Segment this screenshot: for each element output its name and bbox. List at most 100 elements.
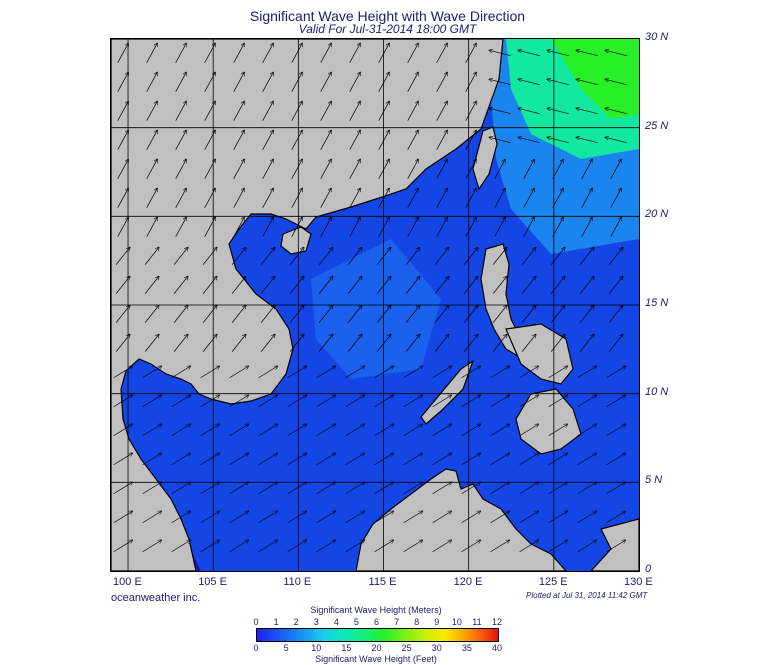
wave-arrow	[345, 511, 365, 524]
wave-arrow	[204, 159, 216, 179]
wave-arrow	[521, 276, 536, 294]
wave-arrow	[231, 247, 246, 265]
lat-lon-grid	[111, 39, 639, 571]
wave-arrow	[519, 395, 539, 408]
wave-arrow	[142, 395, 162, 408]
wave-arrow	[576, 108, 598, 115]
wave-arrow	[463, 334, 478, 352]
wave-arrow	[287, 395, 307, 408]
wave-arrow	[349, 43, 361, 63]
wave-arrow	[289, 305, 304, 323]
wave-arrow	[577, 424, 597, 437]
wave-arrow	[231, 334, 246, 352]
wave-arrow	[376, 247, 391, 265]
wave-arrow	[465, 101, 477, 121]
wave-arrow	[204, 217, 216, 237]
wave-arrow	[229, 511, 249, 524]
wave-arrow	[548, 511, 568, 524]
wave-arrow	[287, 424, 307, 437]
wave-arrow	[113, 540, 133, 553]
colorbar-meters-tick: 3	[313, 617, 319, 627]
wave-arrow	[432, 482, 452, 495]
wave-arrow	[461, 424, 481, 437]
wave-arrow	[579, 305, 594, 323]
wave-arrow	[229, 482, 249, 495]
wave-arrow	[316, 453, 336, 466]
wave-arrow	[287, 482, 307, 495]
wave-arrow	[521, 305, 536, 323]
wave-arrow	[463, 247, 478, 265]
latitude-label: 20 N	[645, 208, 669, 221]
colorbar-feet-tick: 30	[431, 643, 442, 653]
colorbar	[256, 628, 499, 642]
wave-arrow	[117, 130, 129, 150]
wave-arrow	[115, 305, 130, 323]
wave-arrow	[258, 482, 278, 495]
wave-arrow	[117, 217, 129, 237]
wave-arrow	[347, 247, 362, 265]
wave-arrow	[432, 424, 452, 437]
wave-arrow	[260, 334, 275, 352]
wave-arrow	[316, 366, 336, 379]
wave-arrow	[610, 188, 622, 208]
wave-arrow	[173, 334, 188, 352]
latitude-label: 10 N	[645, 385, 669, 398]
wave-arrow	[142, 482, 162, 495]
wave-arrow	[378, 72, 390, 92]
wave-arrow	[117, 43, 129, 63]
wave-arrow	[547, 137, 569, 144]
wave-arrow	[523, 188, 535, 208]
wave-arrow	[576, 79, 598, 86]
wave-arrow	[576, 137, 598, 144]
latitude-label: 15 N	[645, 297, 669, 309]
colorbar-feet-tick: 40	[491, 643, 502, 653]
wave-arrow	[436, 101, 448, 121]
map-title: Significant Wave Height with Wave Direct…	[249, 8, 526, 24]
wave-arrow	[463, 305, 478, 323]
wave-arrow	[489, 79, 511, 86]
wave-arrow	[144, 334, 159, 352]
wave-arrow	[287, 540, 307, 553]
wave-arrow	[552, 188, 564, 208]
wave-arrow	[316, 395, 336, 408]
wave-arrow	[461, 511, 481, 524]
colorbar-meters-tick: 1	[273, 617, 279, 627]
wave-arrow	[492, 334, 507, 352]
wave-arrow	[492, 247, 507, 265]
wave-arrow	[548, 482, 568, 495]
wave-arrow	[287, 511, 307, 524]
wave-arrow	[378, 101, 390, 121]
map-canvas	[111, 39, 639, 571]
wave-arrow	[490, 482, 510, 495]
wave-arrow	[320, 159, 332, 179]
wave-arrow	[262, 217, 274, 237]
wave-arrow	[115, 247, 130, 265]
wave-arrow	[262, 72, 274, 92]
latitude-label: 0	[645, 563, 652, 575]
wave-arrow	[610, 217, 622, 237]
wave-arrow	[518, 50, 540, 57]
wave-arrow	[465, 217, 477, 237]
wave-arrow	[320, 72, 332, 92]
wave-arrow	[463, 276, 478, 294]
wave-arrow	[376, 305, 391, 323]
wave-arrow	[233, 101, 245, 121]
colorbar-feet-tick: 10	[311, 643, 322, 653]
wave-arrow	[171, 482, 191, 495]
wave-arrow	[461, 453, 481, 466]
wave-arrow	[289, 247, 304, 265]
wave-arrow	[175, 217, 187, 237]
wave-arrow	[374, 540, 394, 553]
wave-arrow	[606, 366, 626, 379]
wave-arrow	[113, 511, 133, 524]
wave-arrow	[405, 247, 420, 265]
wave-arrow	[490, 540, 510, 553]
wave-arrow	[577, 453, 597, 466]
wave-arrow	[175, 43, 187, 63]
wave-arrow	[432, 366, 452, 379]
colorbar-meters-tick: 7	[394, 617, 400, 627]
wave-arrow	[171, 511, 191, 524]
colorbar-meters-tick: 2	[293, 617, 299, 627]
wave-arrow	[117, 72, 129, 92]
wave-arrow	[376, 276, 391, 294]
